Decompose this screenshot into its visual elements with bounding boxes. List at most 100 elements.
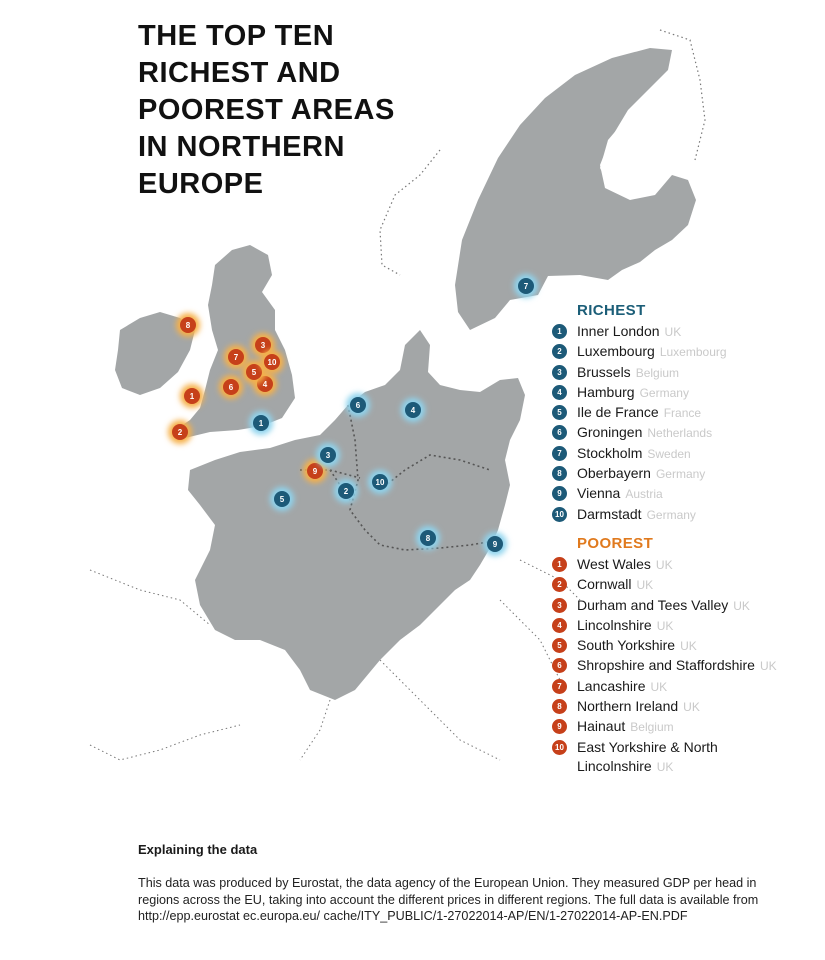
title-line: RICHEST AND (138, 57, 341, 89)
rich-marker-9 (487, 536, 503, 552)
rich-marker-8 (420, 530, 436, 546)
rich-marker-label: 10 (376, 478, 385, 487)
legend-item: 2 Cornwall UK (550, 575, 777, 595)
country-name: UK (683, 700, 700, 715)
rank-badge: 9 (552, 486, 567, 502)
rich-marker-label: 8 (426, 534, 431, 543)
region-name: Lincolnshire (577, 616, 652, 633)
title-line: IN NORTHERN (138, 131, 345, 163)
rich-marker-label: 6 (356, 401, 361, 410)
rank-badge: 10 (552, 739, 567, 755)
legend-item: 5 South Yorkshire UK (550, 636, 777, 656)
legend-item: 8 Oberbayern Germany (550, 464, 727, 484)
legend-item: 9 Vienna Austria (550, 484, 727, 504)
poor-marker-label: 6 (229, 383, 234, 392)
rank-badge: 6 (552, 658, 567, 674)
rich-marker-label: 1 (259, 419, 264, 428)
rank-badge: 1 (552, 324, 567, 339)
scandinavia-landmass (455, 48, 696, 330)
poor-marker-9 (307, 463, 323, 479)
legend-item: 6 Groningen Netherlands (550, 423, 727, 443)
poorest-legend: POOREST 1 West Wales UK 2 Cornwall UK 3 Durham … (550, 535, 777, 777)
region-name: South Yorkshire (577, 637, 676, 654)
legend-item: 2 Luxembourg Luxembourg (550, 342, 727, 362)
region-name: East Yorkshire & North Lincolnshire (577, 738, 718, 774)
explanation-title: Explaining the data (138, 842, 258, 857)
country-name: Germany (646, 507, 696, 522)
mainland-europe-landmass (188, 330, 525, 700)
page-title: THE TOP TEN RICHEST AND POOREST AREAS IN… (138, 18, 458, 203)
region-name: West Wales (577, 556, 651, 572)
region-name: Groningen (577, 424, 643, 441)
rank-badge: 3 (552, 364, 567, 380)
legend-item: 7 Lancashire UK (550, 677, 777, 697)
country-name: UK (759, 659, 777, 674)
country-name: Germany (655, 467, 706, 482)
country-name: Netherlands (647, 426, 713, 441)
poor-marker-10 (264, 354, 280, 370)
region-name: Shropshire and Staffordshire (577, 657, 755, 674)
rich-marker-label: 5 (280, 495, 285, 504)
region-name: Northern Ireland (577, 698, 679, 715)
region-name: Hamburg (577, 383, 635, 400)
rich-marker-label: 2 (344, 487, 349, 496)
rich-marker-10 (372, 474, 388, 490)
rich-marker-1 (253, 415, 269, 431)
legend-item: 1 Inner London UK (550, 322, 727, 342)
poor-marker-label: 1 (190, 392, 195, 401)
country-name: Germany (639, 385, 689, 400)
rich-marker-3 (320, 447, 336, 463)
country-name: UK (656, 618, 674, 633)
rank-badge: 2 (552, 577, 567, 593)
rich-marker-label: 3 (326, 451, 331, 460)
legend-item: 4 Lincolnshire UK (550, 616, 777, 636)
great-britain-landmass (175, 245, 295, 438)
explanation-section: Explaining the data This data was produc… (138, 842, 798, 925)
rank-badge: 6 (552, 425, 567, 441)
rank-badge: 7 (552, 678, 567, 694)
country-name: Luxembourg (659, 345, 727, 360)
poor-marker-7 (228, 349, 244, 365)
region-name: Stockholm (577, 444, 643, 461)
region-name: Luxembourg (577, 343, 655, 360)
country-name: Belgium (630, 720, 674, 735)
poorest-heading: POOREST (577, 535, 654, 552)
legend-item: 6 Shropshire and Staffordshire UK (550, 656, 777, 676)
rank-badge: 8 (552, 699, 567, 715)
poor-marker-8 (180, 317, 196, 333)
country-name: UK (650, 679, 668, 694)
country-name: UK (733, 598, 750, 613)
poor-marker-label: 3 (261, 341, 266, 350)
region-name: Ile de France (577, 404, 659, 421)
richest-heading: RICHEST (577, 302, 646, 319)
rank-badge: 9 (552, 719, 567, 735)
ireland-landmass (115, 312, 195, 395)
legend-item: 10 East Yorkshire & North Lincolnshire UK (550, 738, 777, 778)
rank-badge: 4 (552, 384, 567, 400)
rich-marker-4 (405, 402, 421, 418)
title-line: POOREST AREAS (138, 94, 395, 126)
rank-badge: 1 (552, 557, 567, 572)
legend-item: 3 Brussels Belgium (550, 363, 727, 383)
country-name: Sweden (647, 446, 691, 461)
rich-marker-7 (518, 278, 534, 294)
rank-badge: 8 (552, 466, 567, 482)
legend-item: 9 Hainaut Belgium (550, 717, 777, 737)
rich-marker-label: 7 (524, 282, 529, 291)
country-name: Belgium (635, 365, 680, 380)
legend-item: 10 Darmstadt Germany (550, 505, 727, 525)
dotted-coastline (379, 29, 706, 276)
poor-marker-3 (255, 337, 271, 353)
poor-marker-label: 10 (268, 358, 277, 367)
country-name: UK (664, 325, 682, 339)
rank-badge: 3 (552, 597, 567, 613)
region-name: Durham and Tees Valley (577, 596, 729, 613)
rank-badge: 10 (552, 506, 567, 522)
rich-marker-label: 9 (493, 540, 498, 549)
rich-marker-5 (274, 491, 290, 507)
region-name: Hainaut (577, 718, 626, 735)
poor-marker-label: 2 (178, 428, 183, 437)
legend-item: 8 Northern Ireland UK (550, 697, 777, 717)
rich-marker-label: 4 (411, 406, 416, 415)
